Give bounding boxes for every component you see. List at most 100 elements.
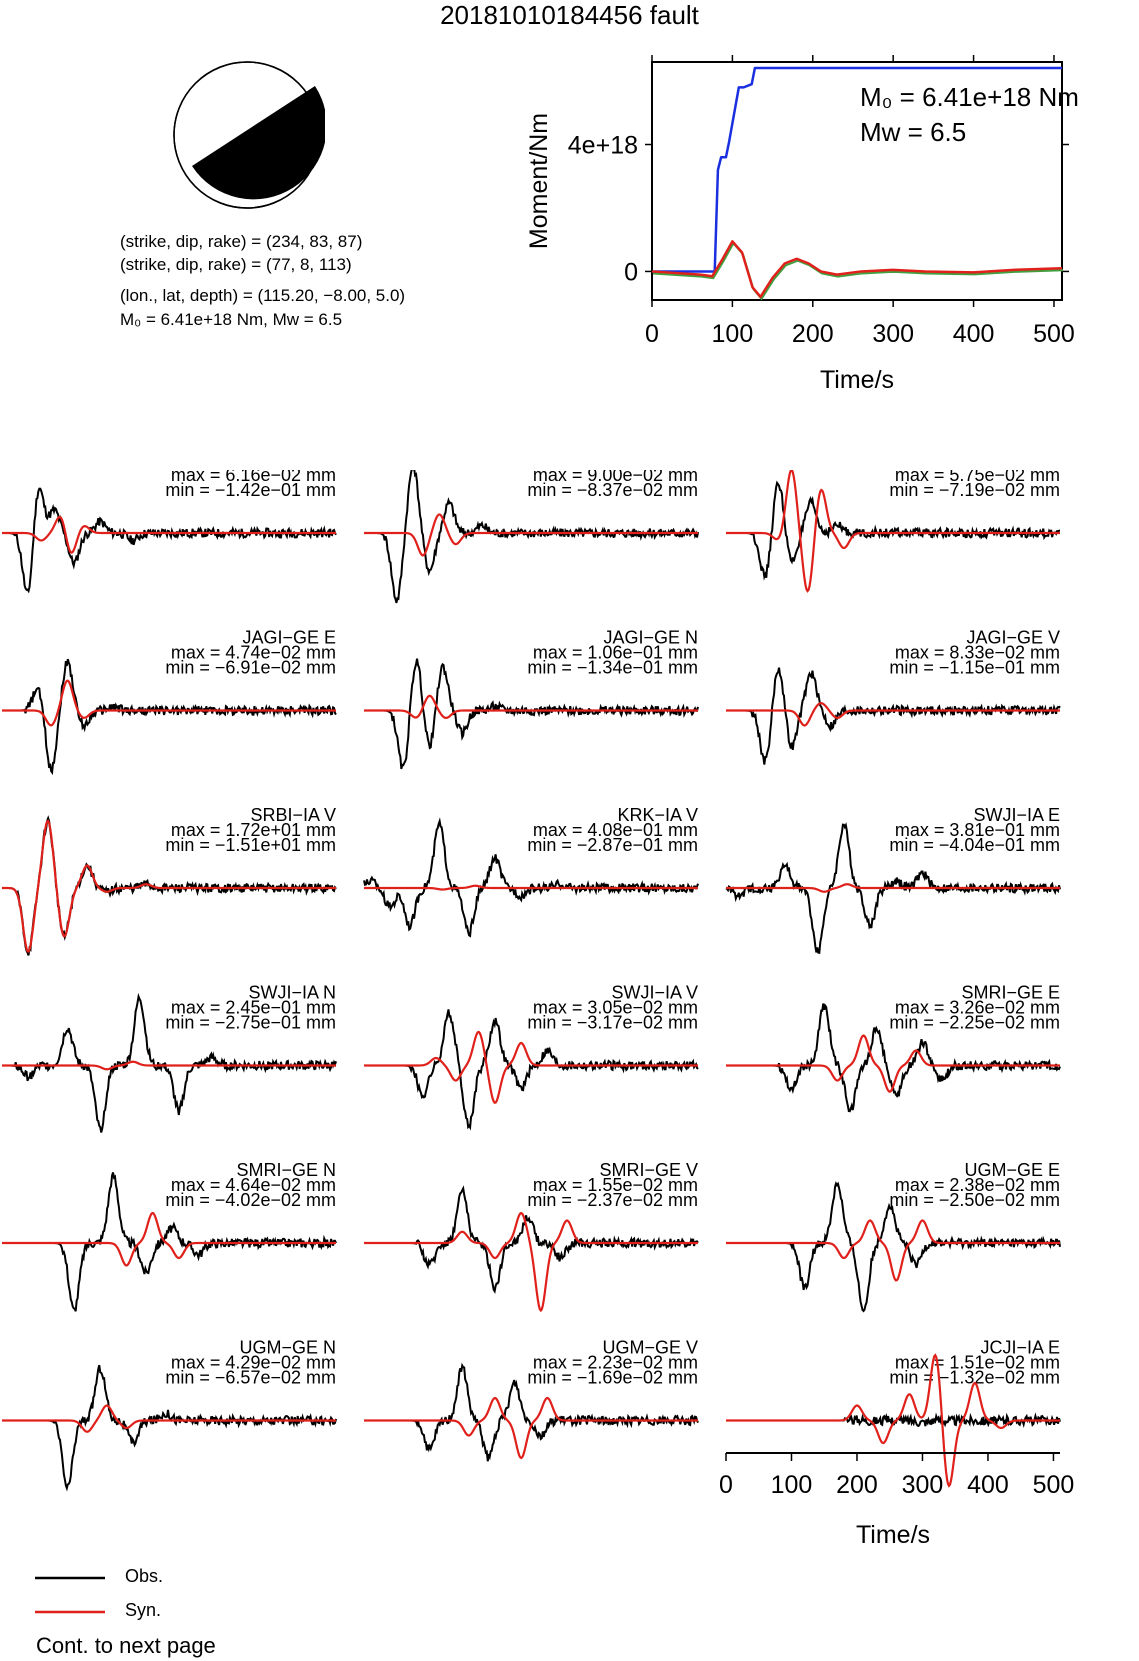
synthetic-trace [364, 1396, 698, 1460]
time-axis-tick-label: 200 [836, 1471, 878, 1499]
continuation-note: Cont. to next page [36, 1633, 216, 1658]
station-label: JAGI−GE E [242, 628, 336, 648]
observed-trace [363, 817, 699, 938]
min-label: min = −2.87e−01 mm [527, 835, 698, 855]
station-label: SWJI−IA V [611, 983, 698, 1003]
min-label: min = −1.69e−02 mm [527, 1368, 698, 1388]
max-label: max = 1.72e+01 mm [171, 820, 336, 840]
y-axis-label: Moment/Nm [525, 113, 553, 249]
min-label: min = −2.75e−01 mm [165, 1013, 336, 1033]
moment-rate-alt-line [652, 241, 1064, 301]
moment-rate-line [651, 240, 1063, 299]
time-axis-label: Time/s [856, 1521, 930, 1549]
max-label: max = 1.06e−01 mm [533, 643, 698, 663]
max-label: max = 8.33e−02 mm [895, 643, 1060, 663]
moment-summary-text: M₀ = 6.41e+18 Nm, Mw = 6.5 [120, 310, 343, 329]
station-label: SMRI−GE V [599, 1160, 698, 1180]
min-label: min = −2.50e−02 mm [889, 1190, 1060, 1210]
min-label: min = −6.57e−02 mm [165, 1368, 336, 1388]
synthetic-trace [364, 884, 698, 891]
station-label: UGM−GE N [239, 1338, 336, 1358]
min-label: min = −1.15e−01 mm [889, 658, 1060, 678]
observed-trace [2, 1364, 337, 1492]
moment-plot-frame [651, 61, 1063, 301]
x-axis-label: Time/s [820, 366, 894, 394]
beachball-icon [173, 61, 325, 209]
max-label: max = 9.00e−02 mm [533, 470, 698, 485]
station-label: SWJI−IA N [248, 983, 336, 1003]
synthetic-trace [726, 883, 1060, 893]
station-label: JCJI−IA E [980, 1338, 1060, 1358]
time-axis-tick-label: 500 [1033, 1471, 1075, 1499]
observed-trace [726, 667, 1061, 765]
cumulative-moment-line [652, 66, 1062, 273]
min-label: min = −4.02e−02 mm [165, 1190, 336, 1210]
synthetic-trace [2, 1404, 336, 1433]
station-label: UGM−GE V [602, 1338, 698, 1358]
x-tick-label: 100 [712, 320, 754, 348]
min-label: min = −1.34e−01 mm [527, 658, 698, 678]
moment-function-chart: 0 100 200 300 400 500 0 4e+18 Time/s Moment/Nm [525, 55, 1075, 394]
station-label: SRBI−IA V [250, 805, 336, 825]
max-label: max = 2.38e−02 mm [895, 1175, 1060, 1195]
synthetic-trace [2, 1060, 336, 1071]
synthetic-trace [364, 1030, 698, 1104]
min-label: min = −6.91e−02 mm [165, 658, 336, 678]
station-label: SMRI−GE E [961, 983, 1060, 1003]
synthetic-trace [364, 1211, 698, 1313]
synthetic-trace [726, 1034, 1060, 1093]
plane2-text: (strike, dip, rake) = (77, 8, 113) [120, 255, 352, 274]
x-tick-label: 500 [1033, 320, 1075, 348]
max-label: max = 4.74e−02 mm [171, 643, 336, 663]
min-label: min = −4.04e−01 mm [889, 835, 1060, 855]
x-tick-label: 400 [953, 320, 995, 348]
synthetic-trace [726, 1353, 1060, 1488]
beachball-compression-quadrant [192, 86, 325, 200]
y-tick-label: 0 [624, 258, 638, 286]
x-tick-label: 0 [645, 320, 659, 348]
time-axis-tick-label: 300 [902, 1471, 944, 1499]
max-label: max = 6.16e−02 mm [171, 470, 336, 485]
time-axis-tick-label: 400 [967, 1471, 1009, 1499]
observed-trace [1, 487, 337, 594]
page-title: 20181010184456 fault [440, 0, 699, 30]
synthetic-trace [1, 819, 336, 953]
max-label: max = 3.26e−02 mm [895, 998, 1060, 1018]
x-tick-label: 300 [872, 320, 914, 348]
mw-label: Mw = 6.5 [860, 117, 967, 147]
time-axis-tick-label: 0 [719, 1471, 733, 1499]
max-label: max = 1.55e−02 mm [533, 1175, 698, 1195]
synthetic-trace [726, 1219, 1060, 1282]
synthetic-trace [726, 470, 1060, 593]
time-axis-tick-label: 100 [771, 1471, 813, 1499]
station-label: KRK−IA V [617, 805, 698, 825]
max-label: max = 4.64e−02 mm [171, 1175, 336, 1195]
synthetic-trace [364, 694, 698, 719]
min-label: min = −8.37e−02 mm [527, 480, 698, 500]
synthetic-trace [726, 702, 1060, 727]
synthetic-trace [2, 515, 336, 554]
min-label: min = −7.19e−02 mm [889, 480, 1060, 500]
legend-obs-label: Obs. [125, 1566, 164, 1586]
station-label: SMRI−GE N [236, 1160, 336, 1180]
max-label: max = 5.75e−02 mm [895, 470, 1060, 485]
location-text: (lon., lat, depth) = (115.20, −8.00, 5.0… [120, 286, 406, 305]
synthetic-trace [364, 513, 698, 557]
station-label: SWJI−IA E [973, 805, 1060, 825]
max-label: max = 4.29e−02 mm [171, 1353, 336, 1373]
